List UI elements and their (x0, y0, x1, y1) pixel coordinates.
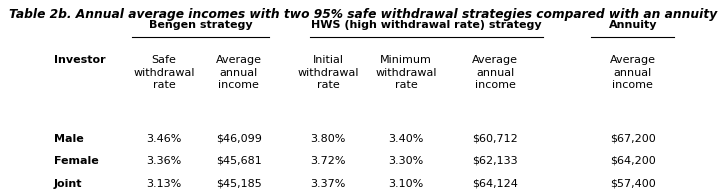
Text: 3.40%: 3.40% (388, 134, 424, 144)
Text: 3.36%: 3.36% (146, 156, 182, 166)
Text: $62,133: $62,133 (473, 156, 518, 166)
Text: Joint: Joint (54, 179, 82, 189)
Text: Average
annual
income: Average annual income (216, 55, 262, 90)
Text: 3.30%: 3.30% (389, 156, 424, 166)
Text: $45,185: $45,185 (216, 179, 262, 189)
Text: Initial
withdrawal
rate: Initial withdrawal rate (297, 55, 358, 90)
Text: Average
annual
income: Average annual income (610, 55, 656, 90)
Text: $67,200: $67,200 (610, 134, 656, 144)
Text: 3.72%: 3.72% (310, 156, 345, 166)
Text: 3.80%: 3.80% (310, 134, 345, 144)
Text: Table 2b. Annual average incomes with two 95% safe withdrawal strategies compare: Table 2b. Annual average incomes with tw… (9, 8, 718, 21)
Text: $60,712: $60,712 (473, 134, 518, 144)
Text: Investor: Investor (54, 55, 105, 66)
Text: Minimum
withdrawal
rate: Minimum withdrawal rate (376, 55, 437, 90)
Text: Annuity: Annuity (608, 20, 657, 30)
Text: Female: Female (54, 156, 98, 166)
Text: $64,200: $64,200 (610, 156, 656, 166)
Text: Bengen strategy: Bengen strategy (149, 20, 253, 30)
Text: $57,400: $57,400 (610, 179, 656, 189)
Text: 3.10%: 3.10% (389, 179, 424, 189)
Text: $64,124: $64,124 (473, 179, 518, 189)
Text: 3.37%: 3.37% (310, 179, 345, 189)
Text: $45,681: $45,681 (216, 156, 262, 166)
Text: $46,099: $46,099 (216, 134, 262, 144)
Text: 3.13%: 3.13% (146, 179, 182, 189)
Text: Safe
withdrawal
rate: Safe withdrawal rate (133, 55, 195, 90)
Text: Average
annual
income: Average annual income (473, 55, 518, 90)
Text: 3.46%: 3.46% (146, 134, 182, 144)
Text: Male: Male (54, 134, 84, 144)
Text: HWS (high withdrawal rate) strategy: HWS (high withdrawal rate) strategy (311, 20, 542, 30)
